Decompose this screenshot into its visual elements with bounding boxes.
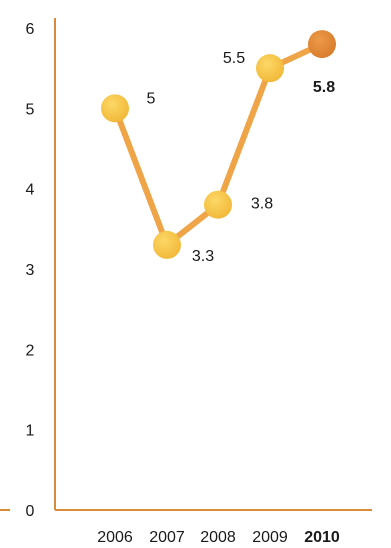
data-label-2006: 5 [147, 90, 156, 107]
data-label-2010: 5.8 [313, 79, 335, 96]
y-tick-label-2: 2 [26, 342, 35, 359]
x-tick-label-2009: 2009 [252, 529, 288, 546]
x-axis-ticks: 2006 2007 2008 2009 2010 [97, 529, 340, 546]
points-group [101, 30, 336, 259]
y-tick-label-4: 4 [26, 182, 35, 199]
x-tick-label-2008: 2008 [200, 529, 236, 546]
x-tick-label-2007: 2007 [149, 529, 185, 546]
data-point-2008 [204, 190, 232, 219]
x-tick-label-2006: 2006 [97, 529, 133, 546]
data-point-2006 [101, 94, 129, 123]
data-label-2009: 5.5 [223, 50, 245, 67]
y-tick-label-1: 1 [26, 423, 35, 440]
y-tick-label-3: 3 [26, 262, 35, 279]
x-tick-label-2010: 2010 [304, 529, 340, 546]
data-point-2009 [256, 54, 284, 83]
data-point-2007 [153, 230, 181, 259]
data-point-2010 [308, 30, 336, 59]
data-label-2008: 3.8 [251, 196, 273, 213]
y-axis-ticks: 0 1 2 3 4 5 6 [26, 21, 35, 520]
data-labels-group: 5 3.3 3.8 5.5 5.8 [147, 50, 336, 265]
y-tick-label-0: 0 [26, 503, 35, 520]
y-tick-label-5: 5 [26, 101, 35, 118]
y-tick-label-6: 6 [26, 21, 35, 38]
data-label-2007: 3.3 [192, 248, 214, 265]
